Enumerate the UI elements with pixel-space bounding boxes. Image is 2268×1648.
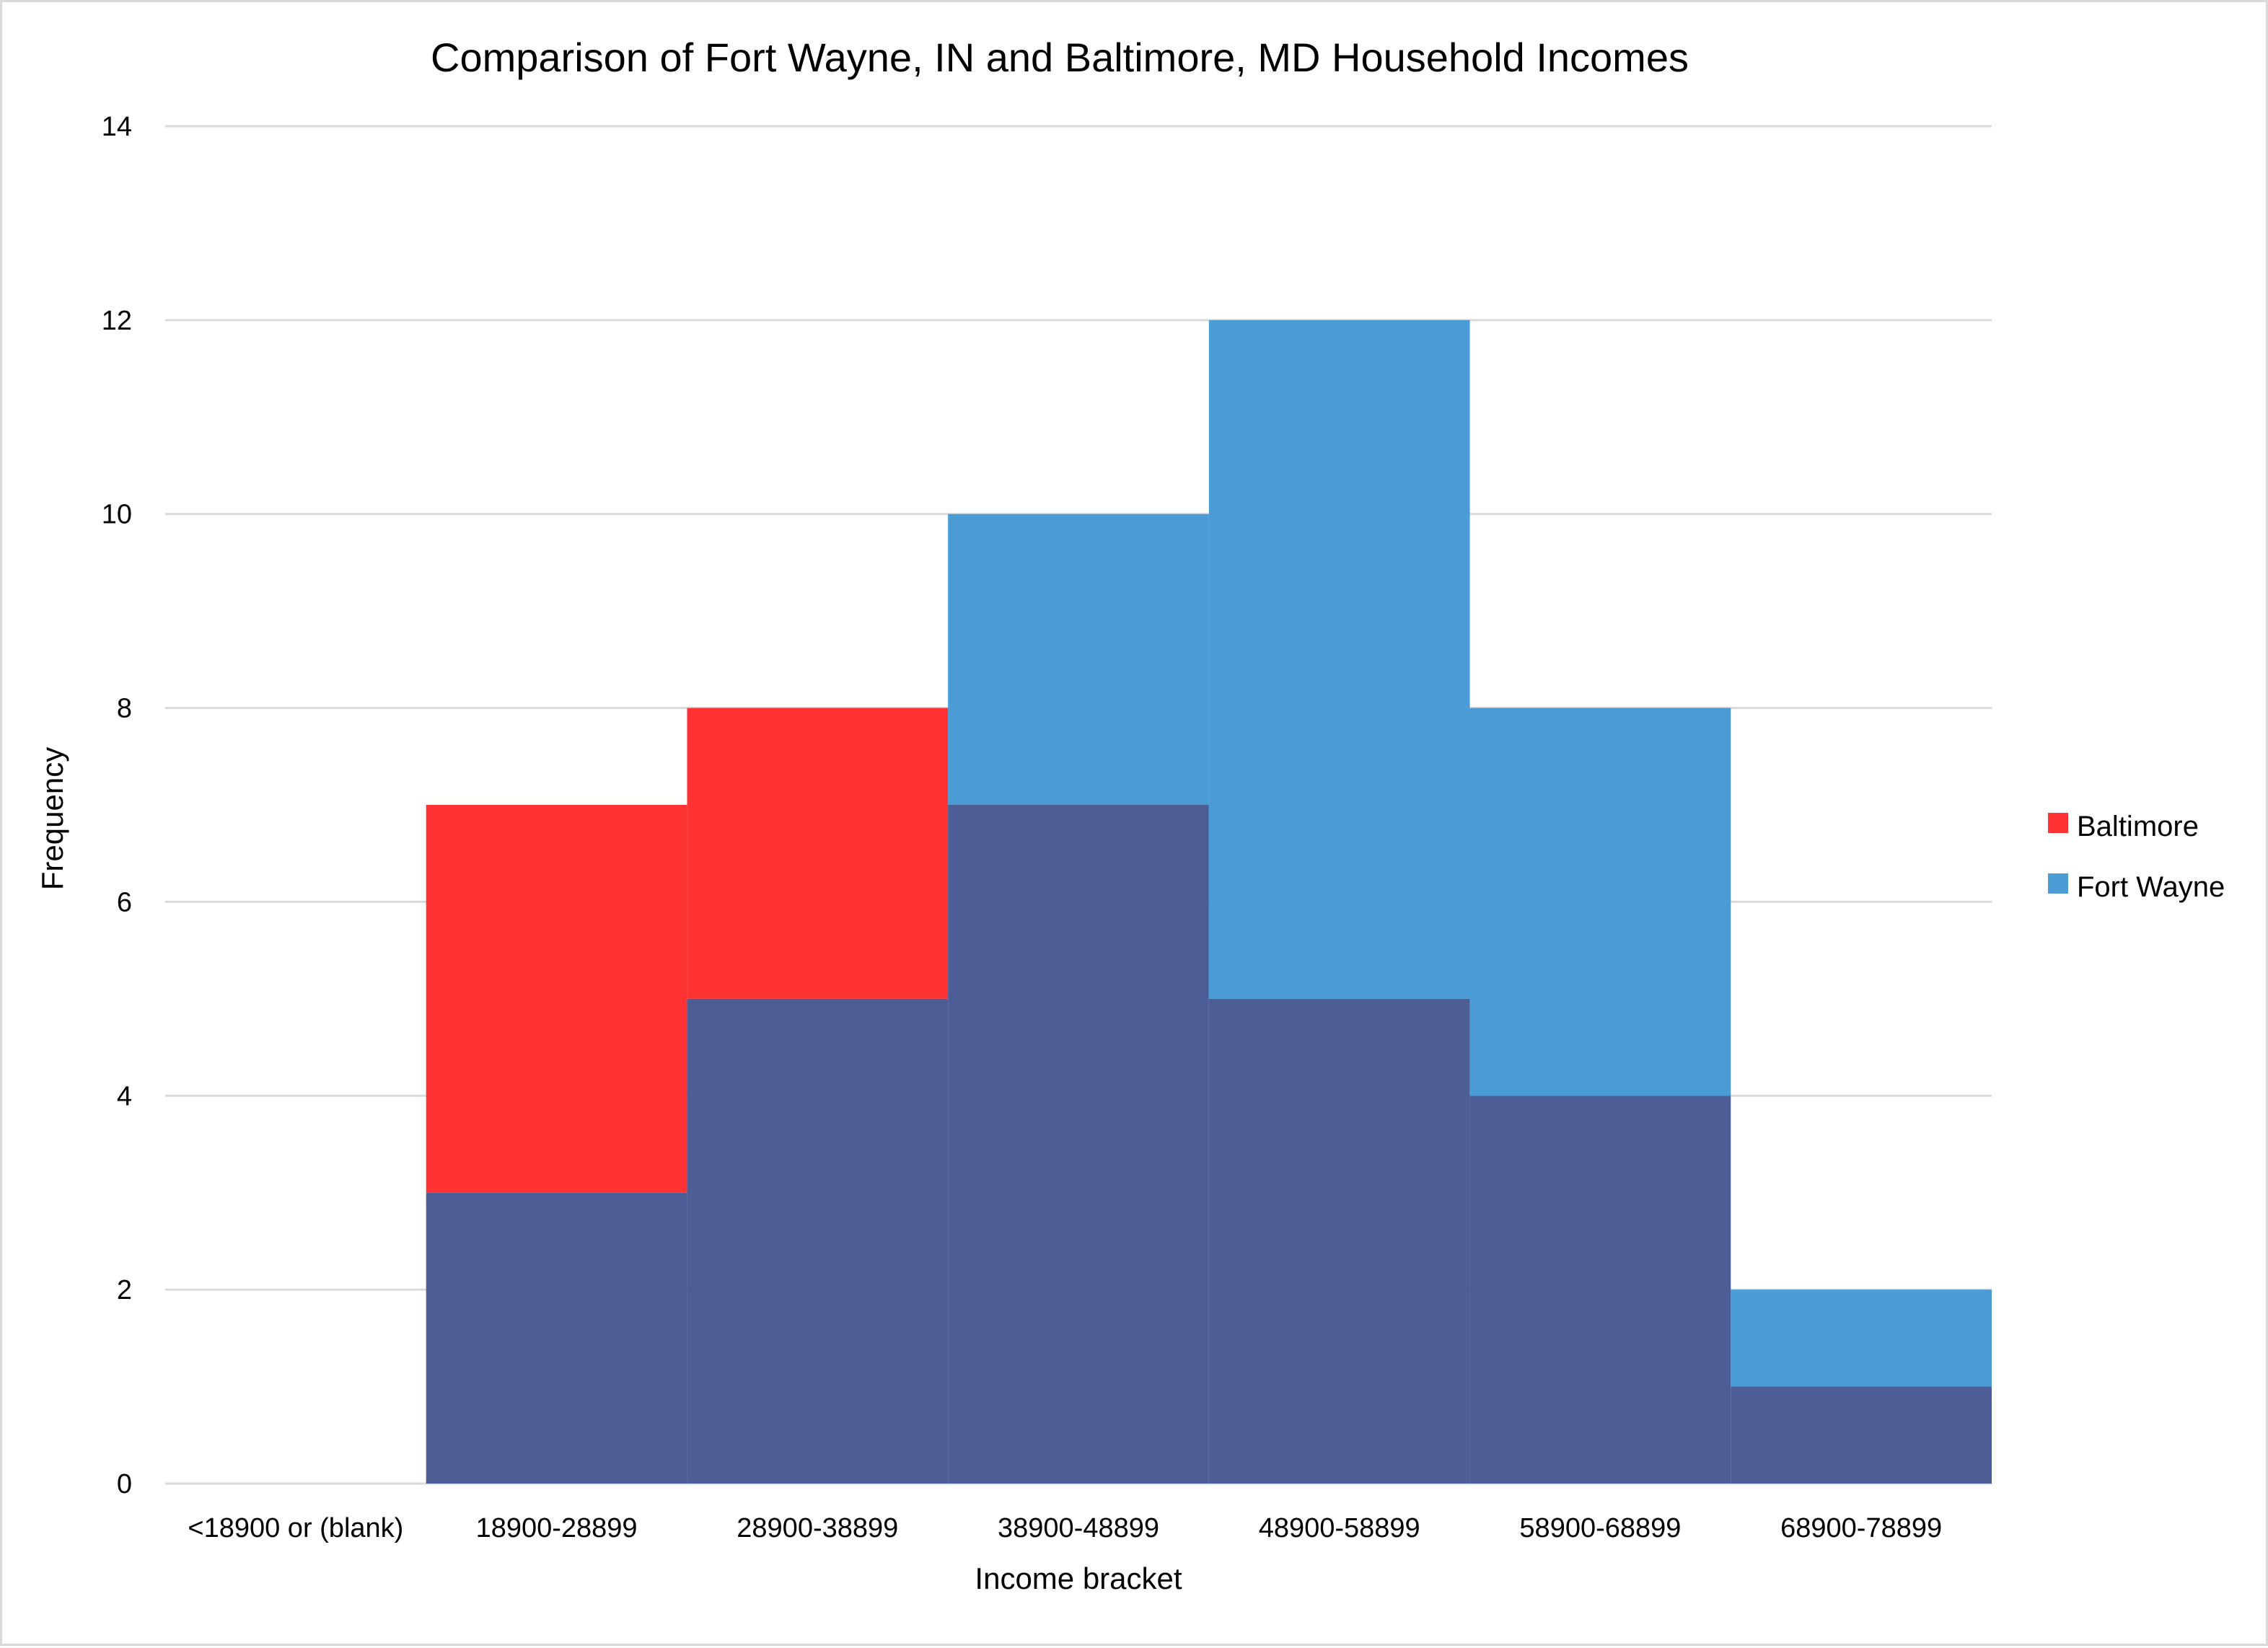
x-tick-4: 48900-58899 <box>1259 1513 1420 1543</box>
x-tick-6: 68900-78899 <box>1780 1513 1942 1543</box>
bar-overlap-3 <box>948 805 1209 1484</box>
x-tick-3: 38900-48899 <box>998 1513 1159 1543</box>
bars <box>426 320 1992 1484</box>
bar-baltimore-1 <box>426 805 687 1193</box>
y-tick-8: 8 <box>117 694 132 724</box>
y-tick-4: 4 <box>117 1081 132 1111</box>
bar-overlap-2 <box>687 998 949 1484</box>
bar-overlap-4 <box>1208 998 1470 1484</box>
y-axis-label: Frequency <box>35 747 69 890</box>
bar-fort-wayne-6 <box>1731 1290 1992 1387</box>
y-tick-10: 10 <box>102 500 132 530</box>
x-tick-labels: <18900 or (blank) 18900-28899 28900-38899 3… <box>188 1513 1942 1543</box>
x-tick-0: <18900 or (blank) <box>188 1513 403 1543</box>
x-tick-2: 28900-38899 <box>737 1513 898 1543</box>
legend-swatch-fort-wayne <box>2048 873 2068 894</box>
chart-title: Comparison of Fort Wayne, IN and Baltimo… <box>431 35 1689 80</box>
bar-overlap-6 <box>1731 1386 1992 1484</box>
y-tick-2: 2 <box>117 1275 132 1305</box>
y-tick-14: 14 <box>102 112 132 142</box>
x-axis-label: Income bracket <box>975 1561 1182 1595</box>
y-tick-0: 0 <box>117 1469 132 1499</box>
bar-fort-wayne-3 <box>948 514 1209 805</box>
x-tick-1: 18900-28899 <box>476 1513 638 1543</box>
bar-baltimore-2 <box>687 708 949 999</box>
bar-fort-wayne-5 <box>1469 708 1731 1096</box>
y-tick-6: 6 <box>117 887 132 917</box>
legend-label-baltimore: Baltimore <box>2077 811 2199 842</box>
legend-label-fort-wayne: Fort Wayne <box>2077 871 2225 903</box>
legend: Baltimore Fort Wayne <box>2048 811 2225 903</box>
bar-overlap-5 <box>1469 1096 1731 1484</box>
y-tick-labels: 0 2 4 6 8 10 12 14 <box>102 112 132 1499</box>
legend-swatch-baltimore <box>2048 813 2068 833</box>
bar-fort-wayne-4 <box>1208 320 1470 999</box>
bar-overlap-1 <box>426 1192 687 1484</box>
x-tick-5: 58900-68899 <box>1519 1513 1681 1543</box>
y-tick-12: 12 <box>102 306 132 336</box>
